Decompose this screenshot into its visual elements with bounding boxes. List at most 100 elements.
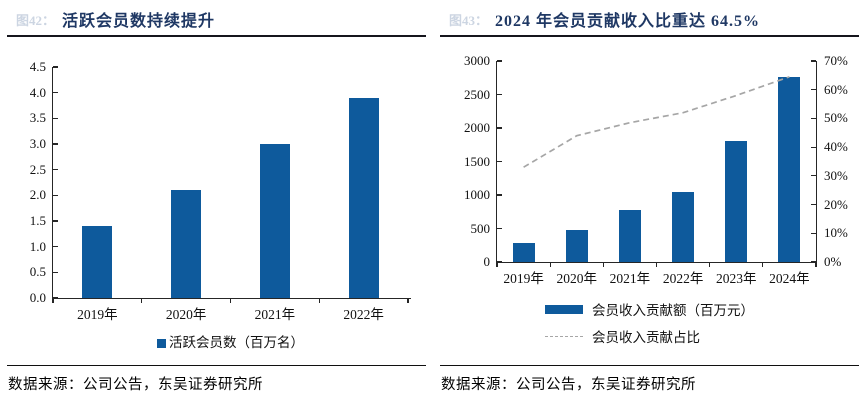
x-axis-category-label: 2023年 — [716, 271, 757, 286]
y-axis-tick-label: 4.0 — [29, 84, 46, 100]
y-axis-tick-label: 0.0 — [29, 290, 46, 305]
y-axis-tick — [53, 143, 58, 145]
chart1-plot: 0 500 1000 1500 2000 2500 3000 0% 10% 20% 30% 40% 50… — [464, 53, 848, 286]
y-axis-tick — [497, 127, 502, 129]
y-axis-tick — [497, 194, 502, 196]
x-axis-tick — [815, 262, 817, 267]
secondary-y-axis-line — [816, 61, 818, 263]
left-source-note: 数据来源：公司公告，东吴证券研究所 — [8, 377, 263, 393]
secondary-y-axis-tick-label: 30% — [824, 167, 848, 183]
bar-2019年 — [82, 226, 113, 298]
legend-bar-swatch — [545, 304, 583, 314]
secondary-y-axis-tick — [811, 175, 816, 177]
x-axis-tick — [318, 298, 320, 303]
x-axis-category-label: 2021年 — [254, 307, 296, 322]
secondary-y-axis-tick — [811, 146, 816, 148]
y-axis-tick — [53, 169, 58, 171]
y-axis-tick-label: 1.5 — [29, 213, 46, 228]
right-title-row: 图43： 2024 年会员贡献收入比重达 64.5% — [449, 6, 858, 32]
left-figure-number: 图42： — [16, 12, 56, 28]
left-figure-panel: 图42： 活跃会员数持续提升 数据来源：公司公告，东吴证券研究所 0.0 0.5 1… — [7, 6, 426, 393]
right-chart-legend: 会员收入贡献额（百万元） 会员收入贡献占比 — [545, 301, 754, 355]
secondary-y-axis-tick-label: 50% — [824, 110, 848, 126]
secondary-y-axis-tick-label: 40% — [824, 139, 848, 155]
x-axis-tick — [52, 298, 54, 303]
left-title-row: 图42： 活跃会员数持续提升 — [16, 6, 425, 32]
y-axis-tick-label: 3.5 — [29, 110, 46, 126]
legend-label: 活跃会员数（百万名） — [169, 335, 304, 350]
right-figure-number: 图43： — [449, 12, 489, 28]
y-axis-tick-label: 500 — [470, 220, 491, 236]
secondary-y-axis-tick-label: 0% — [824, 254, 842, 269]
secondary-y-axis-tick — [811, 232, 816, 234]
legend-row-bar-series: 会员收入贡献额（百万元） — [545, 301, 754, 318]
bar-2022年 — [672, 191, 695, 262]
left-chart-legend: 活跃会员数（百万名） — [53, 331, 408, 351]
y-axis-tick-label: 2.0 — [29, 187, 46, 203]
left-chart-title: 活跃会员数持续提升 — [62, 13, 216, 30]
y-axis-tick — [53, 220, 58, 222]
y-axis-tick-label: 3000 — [464, 53, 490, 68]
left-source-rule — [7, 365, 426, 366]
y-axis-line — [496, 61, 498, 263]
y-axis-tick-label: 1.0 — [29, 238, 46, 254]
y-axis-tick — [53, 66, 58, 68]
x-axis-tick — [709, 262, 711, 267]
legend-label: 会员收入贡献占比 — [592, 330, 700, 345]
bar-2021年 — [259, 144, 290, 298]
right-title-rule — [440, 35, 859, 37]
x-axis-category-label: 2019年 — [77, 307, 118, 322]
y-axis-tick-label: 2500 — [464, 86, 490, 102]
left-title-rule — [7, 35, 426, 37]
secondary-y-axis-tick — [811, 203, 816, 206]
y-axis-tick-label: 2000 — [464, 120, 490, 135]
y-axis-line — [52, 67, 54, 299]
right-chart-title: 2024 年会员贡献收入比重达 64.5% — [495, 13, 761, 30]
bar-2021年 — [618, 209, 641, 262]
bar-2019年 — [512, 243, 535, 262]
x-axis-tick — [141, 298, 143, 303]
x-axis-category-label: 2020年 — [165, 307, 207, 322]
y-axis-tick — [53, 194, 58, 196]
x-axis-tick — [549, 262, 551, 267]
x-axis-category-label: 2022年 — [343, 307, 384, 322]
y-axis-tick — [497, 93, 502, 96]
y-axis-tick-label: 1500 — [464, 153, 490, 169]
y-axis-tick — [53, 271, 58, 273]
y-axis-tick — [53, 117, 58, 119]
y-axis-tick-label: 2.5 — [29, 161, 46, 177]
chart0-plot: 0.0 0.5 1.0 1.5 2.0 2.5 3.0 3.5 4.0 4.5 2019年 2020年… — [30, 59, 411, 322]
secondary-y-axis-tick — [811, 60, 816, 62]
x-axis-category-label: 2020年 — [556, 271, 598, 286]
secondary-y-axis-tick-label: 60% — [824, 81, 848, 97]
x-axis-tick — [602, 262, 604, 267]
x-axis-category-label: 2022年 — [662, 271, 704, 286]
legend-label: 会员收入贡献额（百万元） — [592, 303, 754, 318]
secondary-y-axis-tick — [811, 117, 816, 120]
y-axis-tick — [53, 246, 58, 248]
trend-dashed-line — [523, 75, 790, 168]
bar-2020年 — [565, 229, 588, 262]
x-axis-tick — [762, 262, 764, 267]
y-axis-tick-label: 4.5 — [29, 59, 46, 74]
x-axis-category-label: 2019年 — [503, 271, 544, 286]
legend-square-swatch — [157, 338, 166, 348]
legend-row-line-series: 会员收入贡献占比 — [545, 328, 754, 345]
bar-2023年 — [725, 141, 748, 262]
y-axis-tick — [497, 261, 502, 263]
bar-2020年 — [171, 190, 202, 298]
right-source-note: 数据来源：公司公告，东吴证券研究所 — [441, 377, 696, 393]
secondary-y-axis-tick-label: 10% — [824, 225, 848, 241]
y-axis-tick — [497, 160, 502, 163]
x-axis-category-label: 2024年 — [769, 271, 810, 286]
x-axis-line — [52, 298, 411, 300]
bar-2024年 — [778, 76, 801, 262]
x-axis-tick — [407, 298, 409, 303]
y-axis-tick-label: 3.0 — [29, 136, 46, 151]
y-axis-tick-label: 0 — [483, 254, 491, 269]
x-axis-tick — [229, 298, 232, 303]
y-axis-tick — [497, 60, 502, 62]
x-axis-tick — [496, 262, 498, 267]
x-axis-category-label: 2021年 — [609, 271, 651, 286]
